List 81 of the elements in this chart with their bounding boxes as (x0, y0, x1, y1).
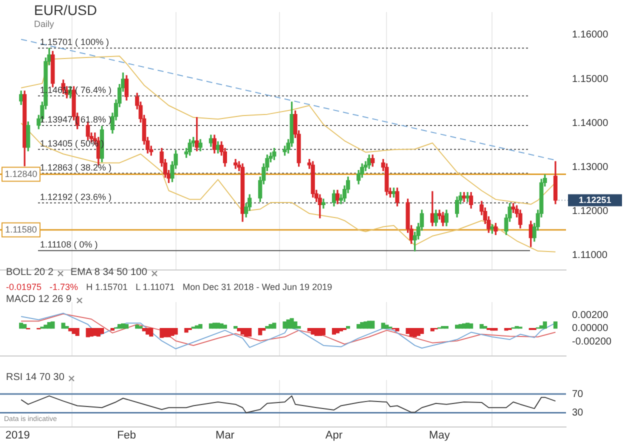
x-tick-label: Mar (216, 429, 235, 442)
bar (149, 328, 154, 337)
bar (184, 328, 188, 333)
bar (100, 328, 104, 334)
y-tick-label: 0.00000 (572, 323, 609, 334)
bar (237, 328, 242, 332)
y-tick-label: -0.00200 (572, 336, 612, 348)
y-tick-label: 1.12000 (572, 206, 609, 218)
y-tick-label: 30 (572, 408, 584, 419)
bar (142, 328, 146, 332)
chart-title: EUR/USD (34, 2, 98, 18)
bar (370, 320, 375, 329)
bar (222, 324, 228, 329)
bar (75, 328, 80, 336)
bar (50, 321, 55, 329)
y-tick-label: 1.11000 (572, 250, 608, 262)
ref-line-label: 1.12192 ( 23.6% ) (40, 192, 112, 202)
bar (420, 328, 424, 334)
bar (286, 319, 290, 329)
bar (170, 328, 174, 336)
text: -0.01975 (6, 281, 42, 293)
text: -1.73% (50, 281, 78, 293)
x-tick-label: Feb (117, 429, 136, 442)
bar (483, 326, 488, 329)
bar (290, 318, 294, 329)
chart-title: MACD 12 26 9 (6, 294, 72, 306)
bar (494, 328, 498, 331)
bar (124, 324, 129, 329)
bar (198, 324, 202, 329)
bar (174, 328, 178, 335)
ref-line-label: 1.12863 ( 38.2% ) (40, 162, 112, 172)
bar (469, 323, 474, 329)
ref-line-label: 1.11108 ( 0% ) (40, 240, 98, 250)
x-tick-label: 2019 (5, 429, 30, 442)
bar (430, 328, 434, 332)
bar (258, 328, 262, 336)
text: H 1.15701 (86, 281, 128, 293)
bar (64, 326, 69, 329)
text: Mon Dec 31 2018 - Wed Jun 19 2019 (182, 281, 332, 293)
y-tick-label: 1.15000 (572, 74, 609, 85)
bar (335, 328, 340, 334)
annotation: 1.12251 (578, 194, 612, 205)
bar (553, 321, 558, 329)
bar (110, 328, 115, 331)
y-tick-label: 1.13000 (572, 162, 609, 173)
bar (248, 328, 252, 337)
text: Daily (34, 19, 54, 29)
x-tick-label: May (429, 429, 450, 442)
ref-line-label: 1.12840 (4, 168, 38, 179)
y-tick-label: 1.14000 (572, 118, 609, 129)
bar (307, 328, 312, 332)
bar (542, 321, 547, 329)
bar (216, 322, 220, 329)
bar (338, 328, 344, 332)
y-tick-label: 1.16000 (572, 30, 609, 41)
bar (234, 326, 238, 329)
bar (416, 328, 420, 336)
x-tick-label: Apr (325, 429, 343, 442)
bar (138, 326, 143, 329)
ref-line-label: 1.11580 (5, 224, 37, 234)
bar (293, 321, 298, 329)
bar (61, 322, 66, 329)
text: L 1.11071 (136, 281, 175, 293)
y-tick-label: 70 (572, 388, 584, 400)
bar (466, 322, 470, 329)
bar (135, 324, 140, 329)
y-tick-label: 0.00200 (572, 310, 609, 321)
bar (321, 328, 326, 336)
ref-line-label: 1.15701 ( 100% ) (40, 37, 110, 48)
bar (444, 326, 448, 329)
chart-title: RSI 14 70 30 (6, 372, 64, 384)
bar (22, 324, 27, 329)
bar (395, 328, 400, 332)
annotation: EMA 8 34 50 100 (70, 267, 148, 279)
bar (346, 326, 350, 329)
bar (68, 328, 72, 332)
bar (19, 322, 24, 329)
annotation: BOLL 20 2 (6, 267, 54, 279)
bar (384, 324, 389, 329)
bar (381, 322, 386, 329)
bar (272, 322, 276, 329)
